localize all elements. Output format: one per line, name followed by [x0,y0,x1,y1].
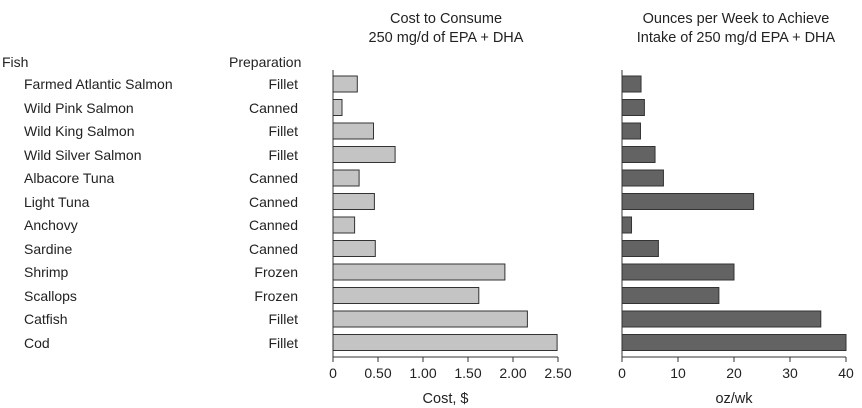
cost-tick-label: 2.50 [544,365,571,381]
ounces-chart-title-line2: Intake of 250 mg/d EPA + DHA [636,30,836,46]
ounces-tick-label: 10 [670,365,686,381]
preparation-label: Canned [248,217,298,233]
cost-x-label: Cost, $ [423,391,469,407]
ounces-chart-title-line1: Ounces per Week to Achieve [642,11,830,27]
preparation-label: Canned [248,193,298,210]
fish-label: Scallops [24,287,77,304]
cost-bar [332,240,376,257]
ounces-bar [621,146,656,163]
ounces-bar [621,287,720,304]
fish-label: Wild King Salmon [24,123,135,139]
ounces-bar [621,334,847,351]
ounces-tick-label: 20 [726,365,742,381]
preparation-label: Fillet [268,146,298,163]
cost-tick-label: 1.50 [454,365,481,381]
preparation-label: Canned [248,170,298,186]
ounces-bar [621,99,645,116]
cost-bar [332,193,375,210]
fish-header: Fish [2,54,29,70]
ounces-bar [621,263,735,281]
ounces-bar [621,122,641,140]
cost-bar [332,169,360,187]
cost-tick-label: 0.50 [364,365,391,381]
fish-label: Wild Pink Salmon [24,99,134,116]
ounces-bar [621,193,755,210]
fish-label: Farmed Atlantic Salmon [24,76,173,92]
preparation-label: Canned [248,240,298,257]
preparation-label: Fillet [268,334,298,351]
preparation-label: Fillet [268,311,298,327]
cost-bar [332,146,396,163]
cost-bar [332,99,343,116]
cost-tick-label: 1.00 [409,365,436,381]
preparation-label: Fillet [268,123,298,139]
cost-bar [332,216,356,234]
ounces-tick-label: 0 [618,365,626,381]
cost-tick-label: 0 [329,365,337,381]
fish-label: Cod [24,334,50,351]
cost-tick-label: 2.00 [499,365,526,381]
preparation-label: Frozen [254,264,298,280]
fish-label: Catfish [24,311,68,327]
preparation-header: Preparation [229,54,302,70]
cost-chart-title-line1: Cost to Consume [389,11,503,27]
ounces-bar [621,169,664,187]
fish-label: Shrimp [24,264,69,280]
ounces-x-label: oz/wk [715,391,753,407]
fish-label: Wild Silver Salmon [24,146,142,163]
ounces-tick-label: 30 [782,365,798,381]
ounces-tick-label: 40 [838,365,854,381]
cost-bar [332,310,528,328]
fish-label: Light Tuna [24,193,90,210]
ounces-bar [621,240,659,257]
fish-label: Anchovy [24,217,78,233]
cost-bar [332,75,358,93]
preparation-label: Frozen [254,287,298,304]
ounces-chart-title: Ounces per Week to Achieve Intake of 250… [606,10,862,48]
fish-label: Sardine [24,240,73,257]
cost-chart-title: Cost to Consume 250 mg/d of EPA + DHA [326,10,566,48]
preparation-label: Canned [248,99,298,116]
ounces-bar [621,75,642,93]
cost-bar [332,263,506,281]
cost-chart-title-line2: 250 mg/d of EPA + DHA [368,30,524,46]
cost-bar [332,287,480,304]
preparation-label: Fillet [268,76,298,92]
cost-bar [332,334,558,351]
ounces-bar [621,216,633,234]
cost-bar [332,122,374,140]
ounces-bar [621,310,822,328]
fish-label: Albacore Tuna [24,170,115,186]
